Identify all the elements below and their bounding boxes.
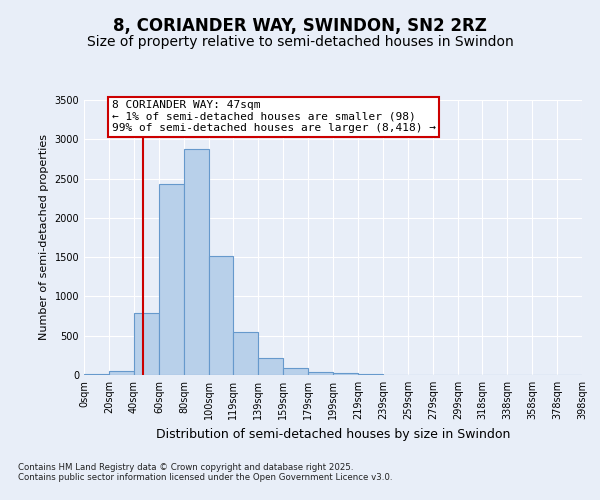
Bar [283, 368, 308, 375]
Bar [333, 374, 358, 375]
Text: 8 CORIANDER WAY: 47sqm
← 1% of semi-detached houses are smaller (98)
99% of semi: 8 CORIANDER WAY: 47sqm ← 1% of semi-deta… [112, 100, 436, 133]
Bar [358, 374, 383, 375]
Bar [258, 358, 283, 375]
Text: 8, CORIANDER WAY, SWINDON, SN2 2RZ: 8, CORIANDER WAY, SWINDON, SN2 2RZ [113, 18, 487, 36]
Text: Size of property relative to semi-detached houses in Swindon: Size of property relative to semi-detach… [86, 35, 514, 49]
Bar [159, 184, 184, 375]
Bar [308, 372, 333, 375]
Bar [109, 371, 134, 375]
Bar [233, 332, 258, 375]
Bar [84, 374, 109, 375]
Y-axis label: Number of semi-detached properties: Number of semi-detached properties [39, 134, 49, 340]
Bar [134, 313, 159, 375]
Text: Contains HM Land Registry data © Crown copyright and database right 2025.
Contai: Contains HM Land Registry data © Crown c… [18, 462, 392, 482]
X-axis label: Distribution of semi-detached houses by size in Swindon: Distribution of semi-detached houses by … [156, 428, 510, 440]
Bar [184, 148, 209, 375]
Bar [209, 256, 233, 375]
